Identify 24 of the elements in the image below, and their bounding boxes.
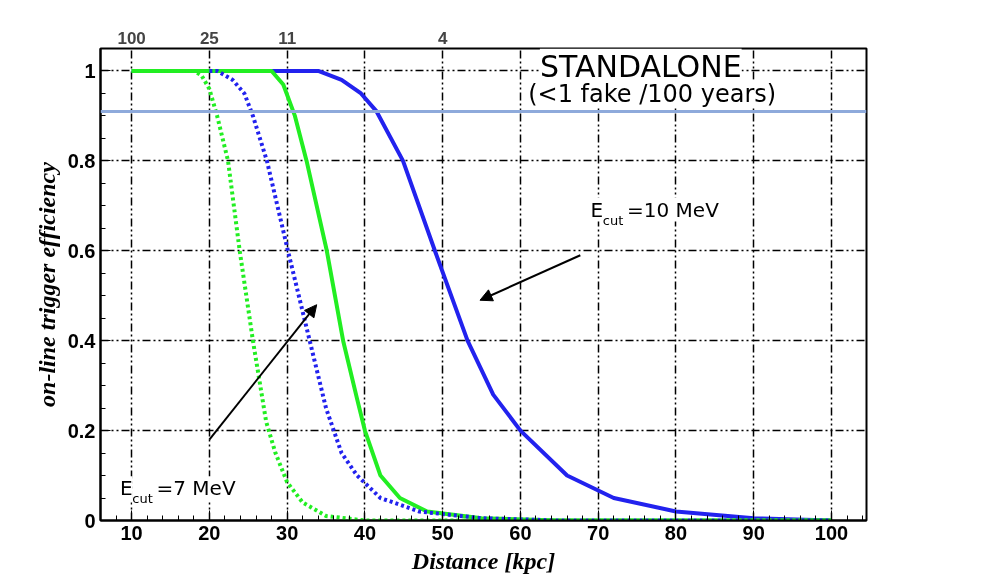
x-tick-label: 40 (353, 521, 377, 544)
x-tick-label: 60 (509, 521, 532, 544)
x-tick-label: 100 (814, 521, 849, 544)
y-tick-label: 0.6 (67, 239, 96, 262)
text: 25 (199, 28, 219, 48)
y-axis-title: on-line trigger efficiency (33, 161, 60, 407)
text: 4 (437, 28, 448, 48)
y-tick-label: 0.4 (67, 329, 97, 352)
x-tick-label: 30 (276, 521, 299, 544)
x-tick-label: 80 (664, 521, 688, 544)
y-tick-label: 0.2 (67, 419, 96, 442)
x-tick-label: 10 (120, 521, 143, 544)
y-tick-label: 0 (84, 509, 96, 532)
x-tick-label: 50 (431, 521, 454, 544)
text: 100 (117, 28, 146, 48)
y-tick-label: 1 (84, 59, 96, 82)
annotation: (<1 fake /100 years) (528, 79, 777, 108)
y-tick-label: 0.8 (67, 149, 96, 172)
x-tick-label: 70 (587, 521, 610, 544)
annotation: STANDALONE (539, 48, 742, 84)
x-axis-title: Distance [kpc] (410, 547, 556, 574)
text: 11 (278, 28, 297, 48)
x-tick-label: 90 (742, 521, 765, 544)
x-tick-label: 20 (198, 521, 221, 544)
